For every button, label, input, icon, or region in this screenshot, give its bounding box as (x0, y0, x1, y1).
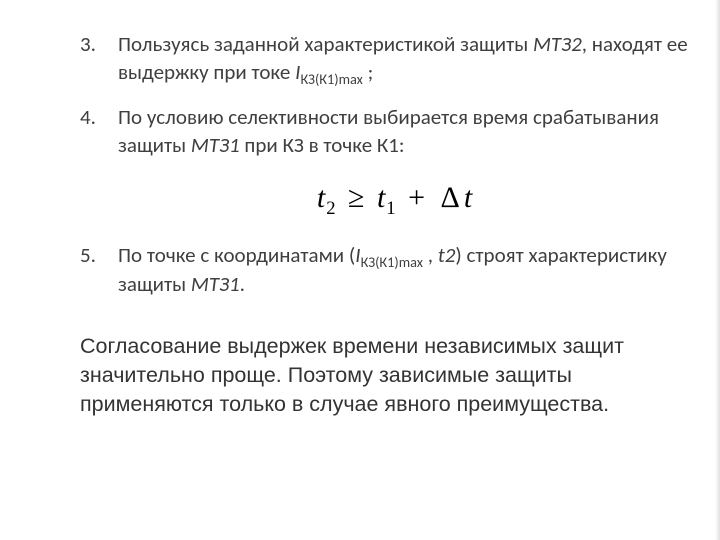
formula: t2 ≥ t1 + Δt (317, 181, 473, 214)
summary-paragraph: Согласование выдержек времени независимы… (80, 332, 710, 419)
text-5g: МТЗ1 (191, 271, 240, 297)
formula-sub2: 2 (326, 198, 336, 219)
list-number-4: 4. (80, 103, 108, 160)
list-item-4: 4. По условию селективности выбирается в… (80, 103, 710, 160)
list-number-5: 5. (80, 241, 108, 298)
list-item-3: 3. Пользуясь заданной характеристикой за… (80, 30, 710, 87)
text-5d: , (423, 242, 438, 268)
list-text-3: Пользуясь заданной характеристикой защит… (118, 30, 710, 87)
text-3a: Пользуясь заданной характеристикой защит… (118, 31, 533, 57)
formula-sub1: 1 (386, 198, 396, 219)
page-shadow (715, 0, 720, 540)
text-5h: . (240, 271, 245, 297)
formula-ge: ≥ (348, 181, 365, 214)
text-5e: t2 (438, 242, 456, 268)
list-text-5: По точке с координатами (IКЗ(К1)max , t2… (118, 241, 710, 298)
formula-block: t2 ≥ t1 + Δt (80, 181, 710, 215)
text-5a: По точке с координатами ( (118, 242, 355, 268)
text-3b: МТЗ2 (533, 31, 582, 57)
list-number-3: 3. (80, 30, 108, 87)
text-5c: КЗ(К1)max (361, 254, 423, 272)
text-4b: МТЗ1 (191, 132, 240, 158)
list-item-5: 5. По точке с координатами (IКЗ(К1)max ,… (80, 241, 710, 298)
text-3f: ; (363, 59, 373, 85)
text-3e: КЗ(К1)max (300, 71, 362, 89)
formula-delta: Δ (441, 181, 461, 214)
formula-t1: t (317, 181, 326, 214)
text-4c: при КЗ в точке К1: (240, 132, 405, 158)
formula-t2: t (377, 181, 386, 214)
formula-plus: + (408, 181, 426, 214)
formula-tvar: t (464, 181, 473, 214)
list-text-4: По условию селективности выбирается врем… (118, 103, 710, 160)
